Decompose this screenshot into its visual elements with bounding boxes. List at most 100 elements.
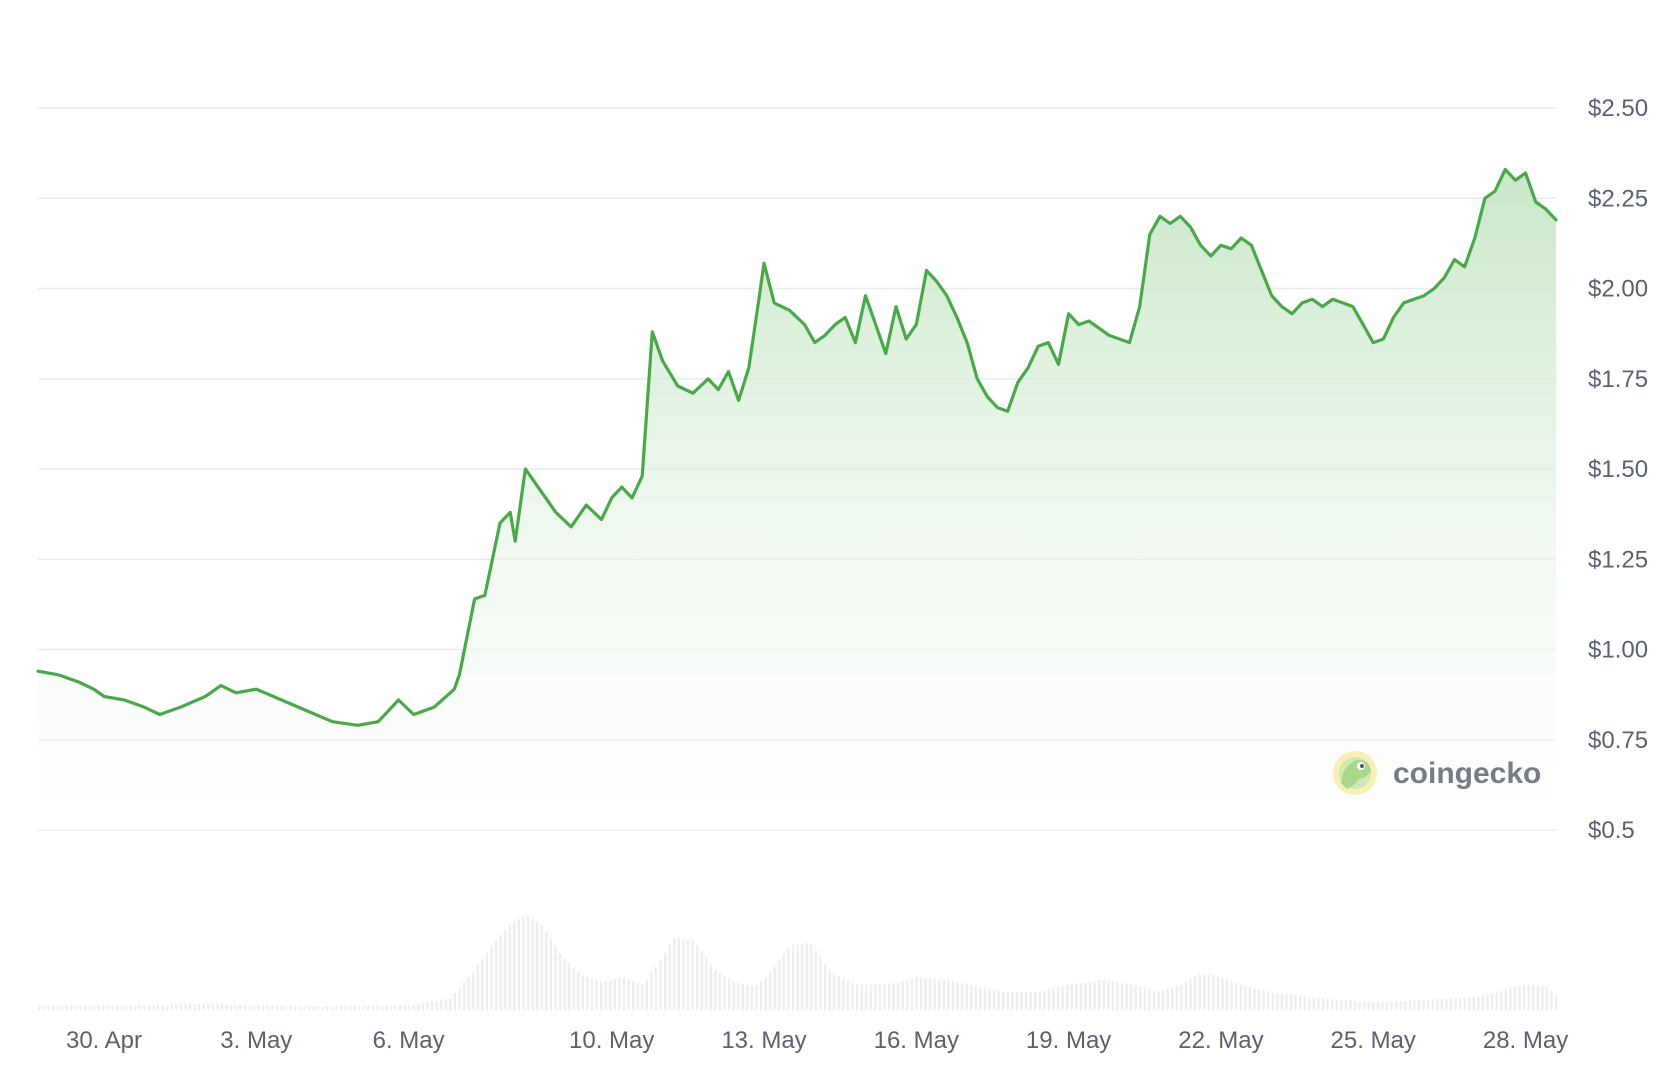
volume-bar — [1152, 989, 1156, 1010]
volume-bar — [431, 1001, 434, 1010]
volume-bar — [1056, 987, 1060, 1010]
volume-bar — [865, 984, 868, 1010]
volume-bar — [120, 1005, 123, 1010]
volume-bar — [1134, 985, 1137, 1010]
volume-bar — [769, 972, 772, 1010]
volume-bar — [234, 1004, 237, 1010]
volume-bar — [47, 1005, 50, 1010]
volume-bar — [1107, 981, 1110, 1010]
x-tick-label: 30. Apr — [66, 1027, 142, 1054]
volume-bar — [362, 1005, 365, 1010]
volume-bar — [60, 1005, 64, 1010]
y-tick-label: $1.25 — [1588, 546, 1648, 573]
volume-bar — [938, 979, 941, 1010]
y-tick-label: $1.00 — [1588, 637, 1648, 664]
volume-bar — [682, 939, 685, 1010]
volume-bar — [444, 999, 447, 1010]
volume-bar — [970, 985, 973, 1010]
volume-bar — [1491, 994, 1494, 1010]
volume-bar — [1463, 997, 1466, 1010]
volume-bar — [1532, 985, 1535, 1010]
volume-bar — [974, 986, 977, 1010]
volume-bar — [202, 1004, 205, 1010]
volume-bar — [517, 919, 521, 1010]
y-tick-label: $1.50 — [1588, 456, 1648, 483]
volume-bar — [522, 916, 525, 1010]
volume-bar — [1184, 981, 1188, 1010]
volume-bar — [426, 1002, 429, 1010]
volume-bar — [1294, 995, 1297, 1010]
volume-bar — [389, 1005, 393, 1010]
volume-bar — [440, 1000, 443, 1010]
volume-bar — [367, 1005, 370, 1010]
volume-bar — [1226, 979, 1229, 1010]
volume-bar — [1504, 989, 1507, 1010]
volume-bar — [1340, 1000, 1343, 1010]
volume-bar — [1088, 981, 1092, 1010]
volume-bar — [88, 1005, 91, 1010]
volume-bar — [1408, 1000, 1412, 1010]
volume-bar — [791, 944, 795, 1010]
y-tick-label: $2.50 — [1588, 95, 1648, 122]
volume-bar — [229, 1004, 233, 1010]
volume-bar — [79, 1005, 82, 1010]
volume-bar — [746, 985, 749, 1010]
volume-bar — [1207, 974, 1210, 1010]
volume-bar — [494, 940, 498, 1010]
volume-bar — [1390, 1001, 1393, 1010]
volume-bar — [732, 981, 735, 1010]
volume-bar — [1002, 991, 1005, 1010]
volume-bar — [376, 1005, 379, 1010]
volume-bar — [924, 978, 927, 1010]
volume-bar — [1258, 989, 1261, 1010]
volume-bar — [1043, 990, 1046, 1010]
volume-bar — [805, 943, 808, 1010]
volume-bar — [143, 1004, 146, 1010]
volume-bar — [152, 1004, 155, 1010]
volume-bar — [1253, 988, 1256, 1010]
volume-bar — [412, 1004, 415, 1010]
volume-bar — [1020, 992, 1023, 1010]
volume-bar — [1015, 992, 1019, 1010]
volume-bar — [275, 1005, 278, 1010]
volume-bar — [778, 960, 781, 1010]
volume-bar — [696, 944, 699, 1010]
volume-bar — [526, 915, 530, 1010]
volume-bar — [1120, 983, 1124, 1010]
volume-bar — [257, 1005, 260, 1010]
volume-bar — [874, 984, 877, 1010]
volume-bar — [453, 993, 457, 1010]
volume-bar — [1180, 984, 1183, 1010]
volume-bar — [184, 1004, 187, 1010]
volume-bar — [1011, 992, 1014, 1010]
volume-bar — [348, 1006, 351, 1010]
y-tick-label: $1.75 — [1588, 366, 1648, 393]
volume-bar — [38, 1005, 41, 1010]
volume-bar — [1449, 998, 1453, 1010]
coingecko-logo-icon — [1333, 751, 1377, 795]
volume-bar — [170, 1004, 173, 1010]
volume-bar — [335, 1006, 338, 1010]
y-tick-label: $2.25 — [1588, 185, 1648, 212]
volume-bar — [705, 957, 708, 1010]
volume-bar — [1322, 998, 1325, 1010]
x-axis-tick-labels: 30. Apr 3. May 6. May 10. May 13. May 16. May… — [66, 1027, 1568, 1054]
volume-bar — [1500, 990, 1503, 1010]
volume-bar — [1376, 1001, 1380, 1010]
volume-bar — [193, 1004, 196, 1010]
volume-bar — [106, 1005, 109, 1010]
volume-bar — [814, 950, 818, 1010]
volume-bar — [965, 984, 968, 1010]
volume-bar — [197, 1004, 201, 1010]
volume-bar — [979, 987, 982, 1010]
volume-bar — [1495, 992, 1498, 1010]
volume-bar — [1025, 992, 1028, 1010]
volume-bar — [993, 989, 996, 1010]
volume-bar — [243, 1005, 246, 1010]
volume-bar — [837, 976, 840, 1010]
volume-bar — [380, 1005, 383, 1010]
volume-bar — [549, 938, 553, 1010]
volume-bar — [668, 945, 671, 1010]
volume-bar — [1166, 989, 1169, 1010]
